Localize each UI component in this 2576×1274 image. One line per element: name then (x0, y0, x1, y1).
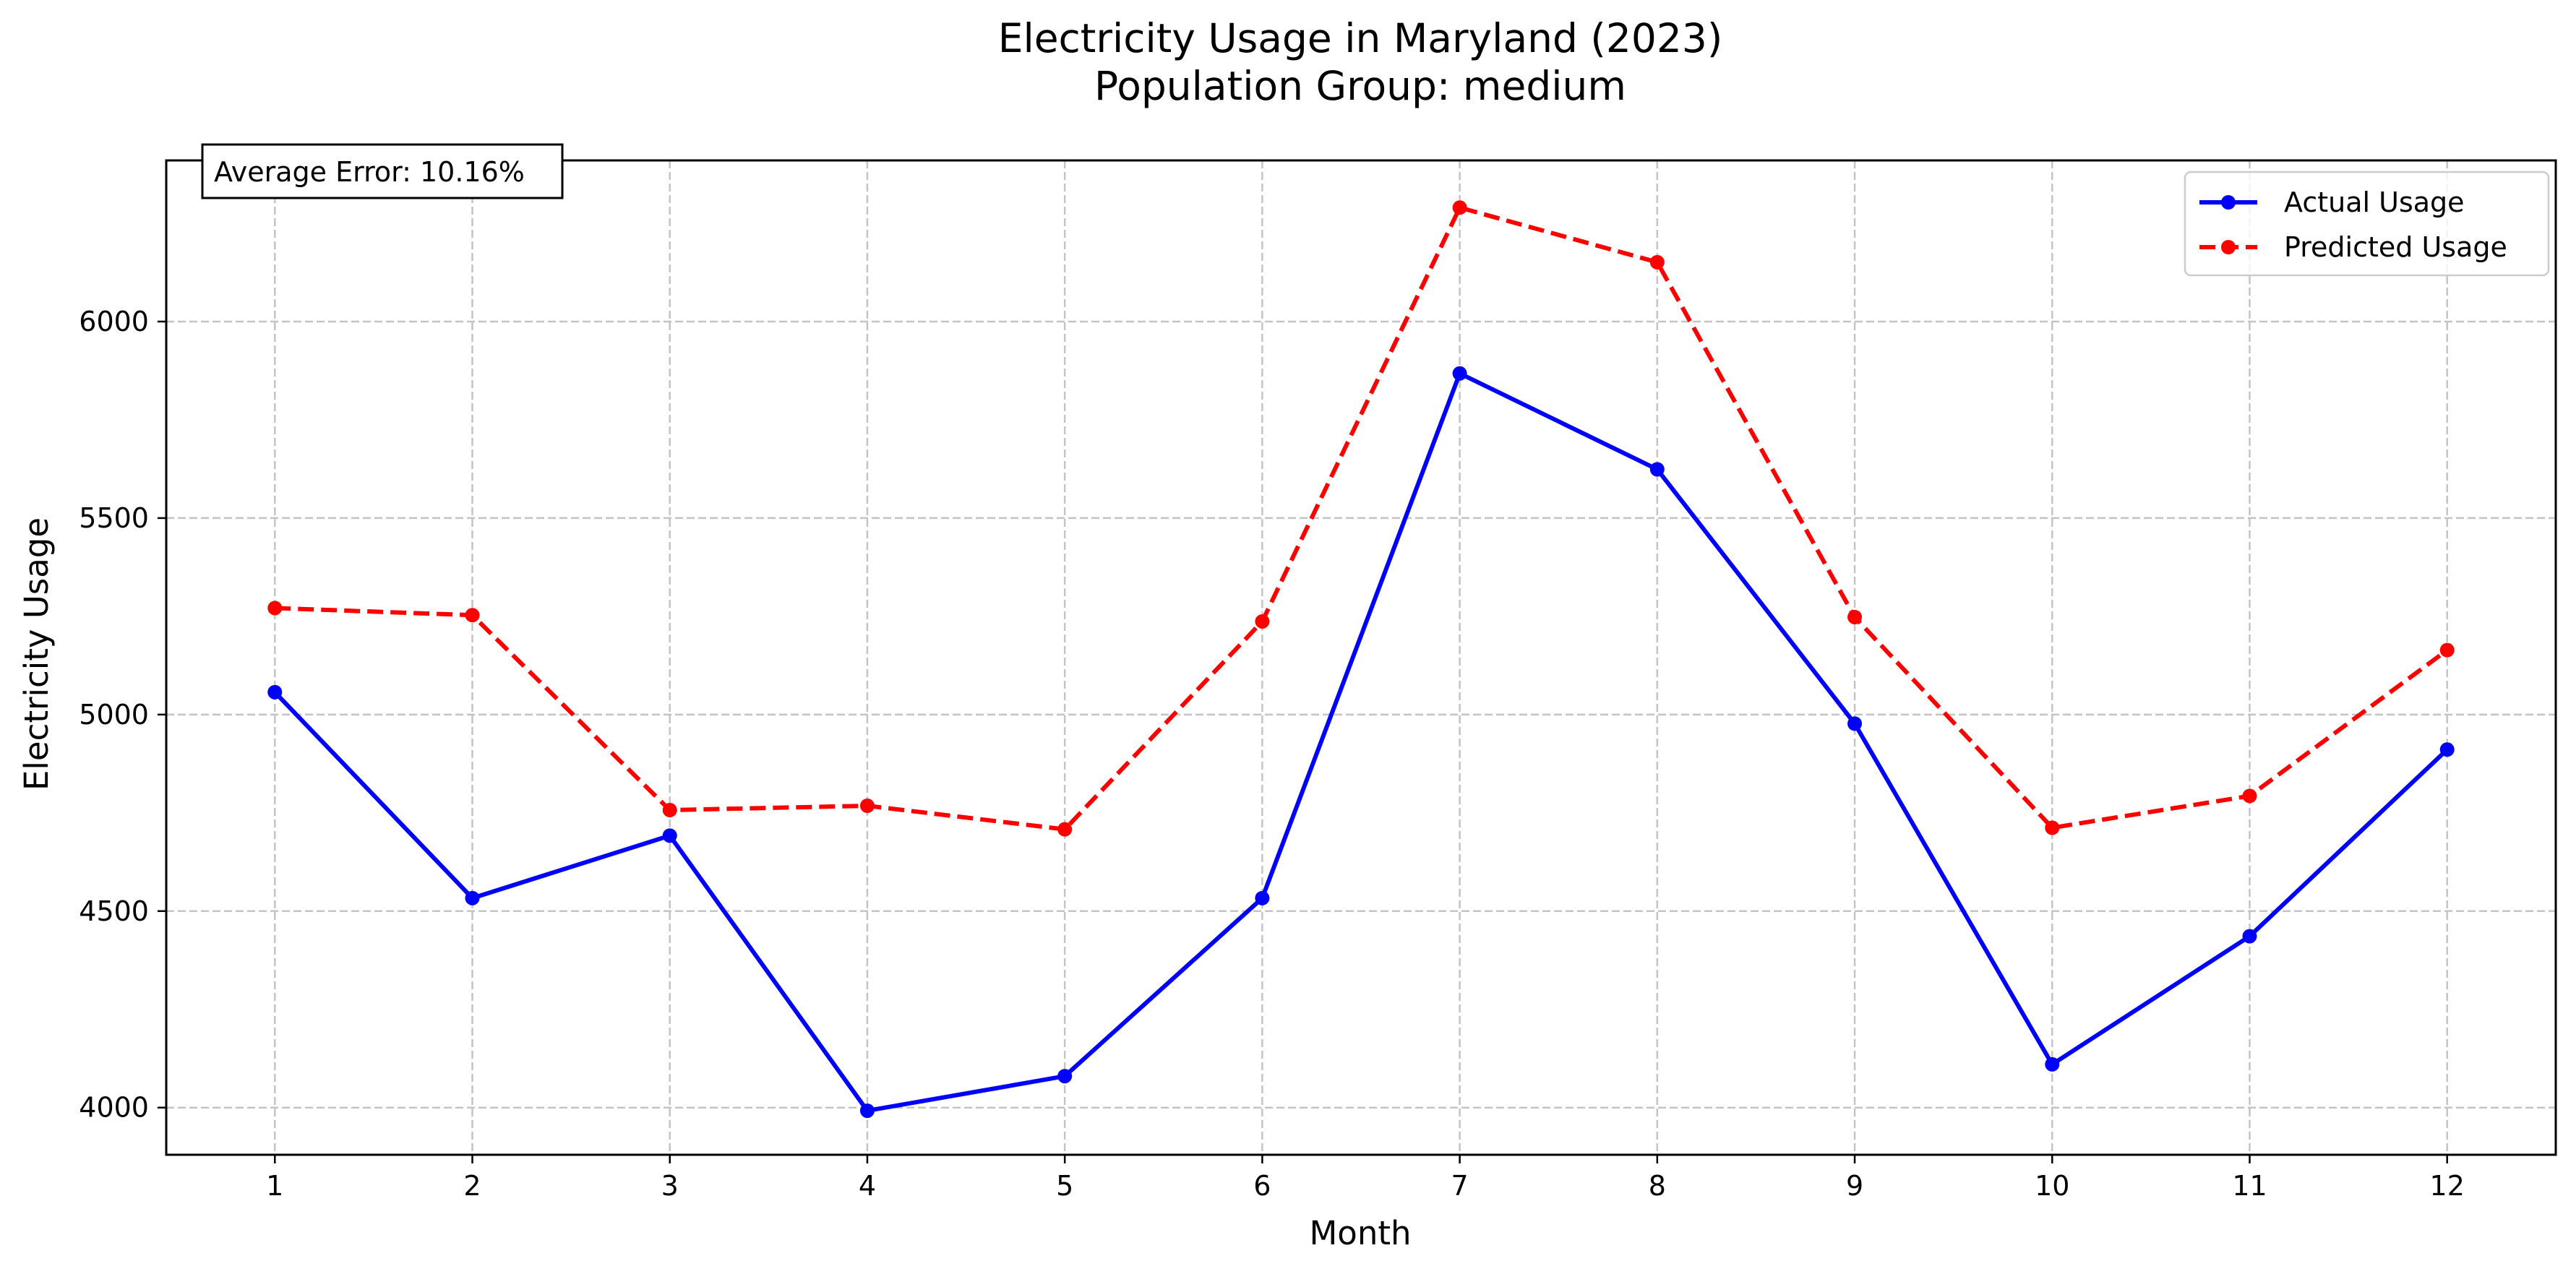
legend: Actual Usage Predicted Usage (2184, 171, 2550, 277)
annotation-frame (201, 143, 564, 199)
annotation-text: Average Error: 10.16% (214, 156, 525, 188)
data-point-predicted-usage-2 (465, 608, 480, 623)
series-actual-usage (267, 366, 2455, 1119)
x-tick-label-8: 8 (1649, 1170, 1666, 1202)
x-tick-label-3: 3 (661, 1170, 679, 1202)
plot-frame (165, 159, 2557, 1156)
legend-label-actual-usage: Actual Usage (2284, 186, 2465, 218)
y-tick-label-4000: 4000 (79, 1092, 149, 1124)
data-point-predicted-usage-11 (2242, 788, 2257, 804)
y-tick-label-5000: 5000 (79, 699, 149, 731)
data-point-actual-usage-9 (1847, 716, 1863, 731)
data-point-predicted-usage-10 (2045, 820, 2060, 835)
data-point-actual-usage-8 (1649, 462, 1665, 477)
data-point-predicted-usage-4 (859, 799, 875, 814)
series-line-predicted-usage (275, 205, 2449, 832)
y-tick-label-5500: 5500 (79, 502, 149, 534)
data-point-actual-usage-3 (662, 828, 677, 843)
x-tick-label-2: 2 (463, 1170, 481, 1202)
x-tick-label-7: 7 (1451, 1170, 1469, 1202)
y-tick-label-6000: 6000 (79, 306, 149, 337)
y-axis-label: Electricity Usage (17, 517, 56, 791)
data-point-actual-usage-6 (1255, 890, 1270, 905)
data-point-predicted-usage-12 (2439, 642, 2455, 658)
x-tick-label-6: 6 (1253, 1170, 1271, 1202)
x-tick-label-5: 5 (1056, 1170, 1073, 1202)
x-tick-label-9: 9 (1846, 1170, 1863, 1202)
y-tick-label-4500: 4500 (79, 895, 149, 927)
series-predicted-usage (267, 200, 2455, 837)
annotation-box: Average Error: 10.16% (201, 143, 564, 199)
legend-marker-actual-usage (2221, 195, 2236, 210)
grid (166, 160, 2556, 1155)
chart-subtitle: Population Group: medium (1094, 63, 1626, 109)
data-point-actual-usage-11 (2242, 929, 2257, 944)
x-tick-label-10: 10 (2035, 1170, 2069, 1202)
legend-frame (2184, 171, 2550, 277)
data-point-actual-usage-2 (465, 890, 480, 905)
data-point-actual-usage-7 (1452, 366, 1467, 381)
data-point-predicted-usage-9 (1847, 609, 1863, 624)
data-point-predicted-usage-5 (1057, 822, 1073, 837)
x-tick-label-1: 1 (266, 1170, 283, 1202)
legend-marker-predicted-usage (2221, 240, 2236, 254)
series-area (267, 200, 2455, 1119)
x-tick-label-11: 11 (2232, 1170, 2267, 1202)
x-tick-label-12: 12 (2430, 1170, 2465, 1202)
data-point-predicted-usage-7 (1452, 200, 1467, 215)
x-tick-label-4: 4 (859, 1170, 876, 1202)
x-axis-label: Month (1309, 1214, 1411, 1252)
chart-title: Electricity Usage in Maryland (2023) (998, 15, 1723, 61)
data-point-actual-usage-4 (859, 1103, 875, 1119)
legend-label-predicted-usage: Predicted Usage (2284, 231, 2507, 263)
series-line-actual-usage (273, 371, 2449, 1114)
data-point-actual-usage-12 (2439, 742, 2455, 757)
data-point-predicted-usage-6 (1255, 614, 1270, 629)
data-point-actual-usage-10 (2045, 1056, 2060, 1072)
data-point-actual-usage-5 (1057, 1069, 1073, 1084)
data-point-predicted-usage-3 (662, 803, 677, 818)
data-point-predicted-usage-8 (1649, 254, 1665, 270)
data-point-actual-usage-1 (267, 684, 283, 700)
data-point-predicted-usage-1 (267, 601, 283, 616)
